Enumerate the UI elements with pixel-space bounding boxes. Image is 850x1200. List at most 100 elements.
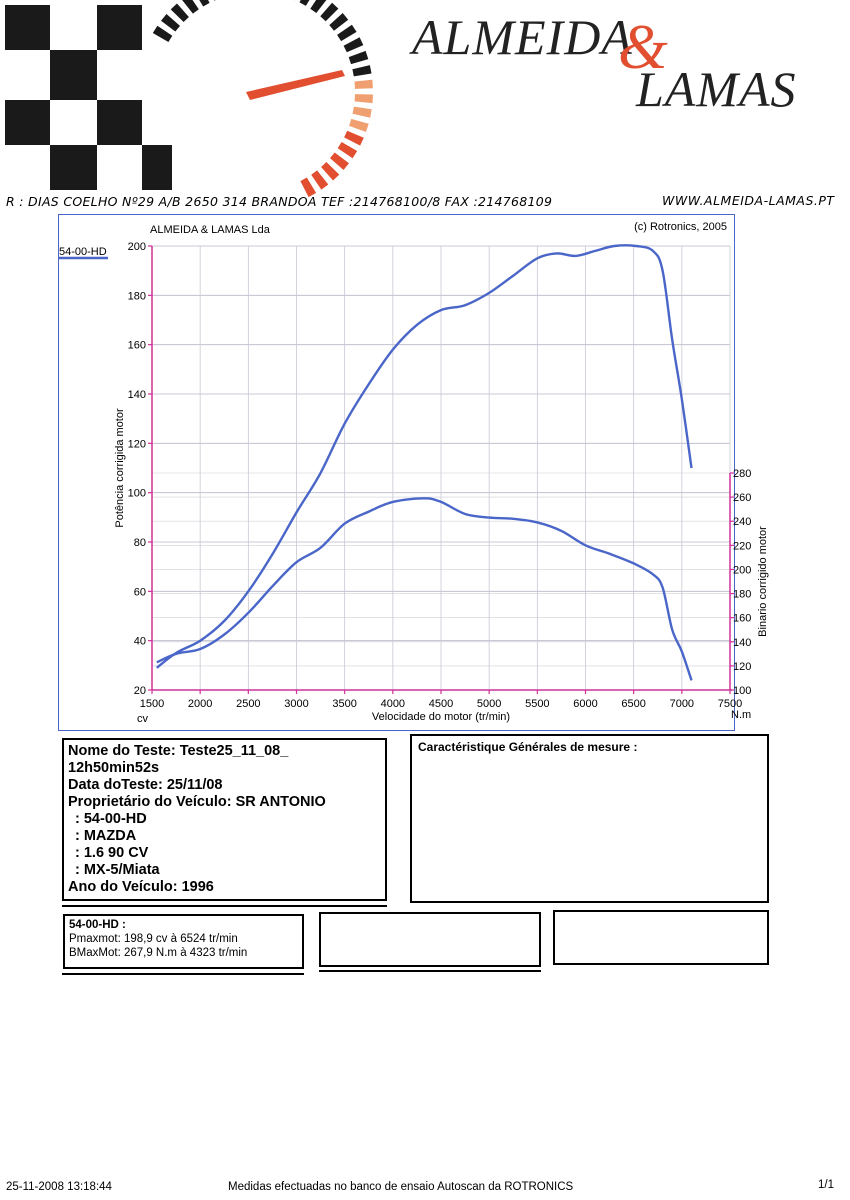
x-tick-label: 3000: [284, 698, 308, 710]
vehicle-make: : MAZDA: [75, 828, 137, 844]
print-timestamp: 25-11-2008 13:18:44: [6, 1181, 112, 1193]
x-axis-label: Velocidade do motor (tr/min): [372, 711, 510, 723]
tach-segment: [352, 65, 372, 77]
y-left-tick-label: 200: [128, 241, 146, 253]
divider: [62, 973, 304, 975]
y-left-tick-label: 120: [128, 438, 146, 450]
tach-segment: [330, 152, 349, 170]
x-tick-label: 2500: [236, 698, 260, 710]
page-number: 1/1: [818, 1179, 834, 1191]
x-tick-label: 5000: [477, 698, 501, 710]
tach-segment: [352, 106, 372, 118]
vehicle-plate: : 54-00-HD: [75, 811, 147, 827]
y-left-tick-label: 40: [134, 636, 146, 648]
characteristics-title: Caractéristique Générales de mesure :: [418, 740, 638, 754]
vehicle-model: : MX-5/Miata: [75, 862, 160, 878]
y-right-tick-label: 260: [733, 492, 751, 504]
tach-segment: [321, 162, 340, 181]
y-left-tick-label: 180: [128, 290, 146, 302]
tach-segment: [337, 24, 357, 42]
test-name: Nome do Teste: Teste25_11_08_: [68, 743, 289, 759]
tach-segment: [329, 13, 349, 31]
y-right-tick-label: 160: [733, 613, 751, 625]
x-tick-label: 5500: [525, 698, 549, 710]
torque-curve: [156, 497, 693, 681]
y-right-tick-label: 100: [733, 685, 751, 697]
footer-note: Medidas efectuadas no banco de ensaio Au…: [228, 1181, 574, 1193]
tach-segment: [343, 37, 364, 53]
company-website: WWW.ALMEIDA-LAMAS.PT: [662, 193, 835, 208]
x-tick-label: 7000: [670, 698, 694, 710]
vehicle-year: Ano do Veículo: 1996: [68, 879, 214, 895]
y-right-tick-label: 140: [733, 637, 751, 649]
y-right-tick-label: 220: [733, 540, 751, 552]
y-left-tick-label: 20: [134, 685, 146, 697]
max-torque: BMaxMot: 267,9 N.m à 4323 tr/min: [69, 947, 248, 959]
y-left-tick-label: 80: [134, 537, 146, 549]
y-left-axis-label: Potência corrigida motor: [114, 408, 126, 528]
tach-segment: [152, 25, 173, 42]
test-date: Data doTeste: 25/11/08: [68, 777, 223, 793]
x-tick-label: 3500: [332, 698, 356, 710]
dyno-chart: 20 40 60 80 100 120 140 160 180 200 100 120 140 160 18…: [59, 221, 769, 725]
tach-segment: [320, 2, 339, 22]
brand-name-line2: LAMAS: [636, 61, 797, 117]
y-left-unit: cv: [137, 713, 149, 725]
tach-segment: [310, 0, 327, 13]
empty-box: [319, 912, 541, 967]
y-right-tick-label: 200: [733, 564, 751, 576]
y-right-axis-label: Binario corrigido motor: [757, 526, 769, 637]
chart-header-right: (c) Rotronics, 2005: [634, 221, 727, 233]
needle-icon: [246, 70, 345, 100]
logo-graphic: [5, 0, 373, 198]
tach-segment: [349, 118, 369, 132]
tach-segment: [344, 130, 364, 146]
vehicle-owner: Proprietário do Veículo: SR ANTONIO: [68, 794, 326, 810]
tach-segment: [311, 170, 329, 190]
tach-segment: [214, 0, 216, 1]
y-left-tick-label: 140: [128, 389, 146, 401]
y-left-tick-label: 60: [134, 586, 146, 598]
maxima-title: 54-00-HD :: [69, 919, 126, 931]
maxima-box: 54-00-HD : Pmaxmot: 198,9 cv à 6524 tr/m…: [63, 914, 304, 969]
y-right-tick-label: 280: [733, 468, 751, 480]
tach-segment: [170, 3, 189, 22]
company-address: R : DIAS COELHO Nº29 A/B 2650 314 BRANDO…: [6, 194, 553, 209]
x-tick-label: 2000: [188, 698, 212, 710]
y-left-tick-label: 100: [128, 488, 146, 500]
brand-name-line1: ALMEIDA: [412, 9, 633, 65]
y-right-tick-label: 120: [733, 661, 751, 673]
empty-box: [553, 910, 769, 965]
y-right-tick-label: 240: [733, 516, 751, 528]
tach-segment: [354, 94, 373, 104]
characteristics-box: Caractéristique Générales de mesure :: [410, 734, 769, 903]
tach-segment: [199, 0, 210, 7]
tach-segment: [354, 79, 373, 89]
y-right-tick-label: 180: [733, 589, 751, 601]
x-tick-label: 7500: [718, 698, 742, 710]
max-power: Pmaxmot: 198,9 cv à 6524 tr/min: [69, 933, 238, 945]
tach-segment: [348, 50, 369, 65]
brand-ampersand: &: [618, 11, 668, 82]
chart-frame: [58, 214, 735, 731]
divider: [62, 905, 387, 907]
chart-header-left: ALMEIDA & LAMAS Lda: [150, 224, 271, 236]
test-name-cont: 12h50min52s: [68, 760, 160, 776]
test-info-box: Nome do Teste: Teste25_11_08_ 12h50min52…: [62, 738, 387, 901]
tach-segment: [182, 0, 199, 14]
vehicle-engine: : 1.6 90 CV: [75, 845, 149, 861]
y-left-tick-label: 160: [128, 340, 146, 352]
power-curve: [156, 244, 693, 669]
tach-segment: [300, 177, 317, 198]
legend-label: 54-00-HD: [59, 246, 107, 258]
x-tick-label: 6500: [621, 698, 645, 710]
y-right-unit: N.m: [731, 709, 751, 721]
x-tick-label: 1500: [140, 698, 164, 710]
tach-segment: [337, 142, 358, 159]
tach-segment: [299, 0, 310, 6]
tach-segment: [161, 14, 180, 32]
checkered-flag-icon: [5, 5, 172, 190]
tachometer-icon: [152, 0, 373, 198]
x-tick-label: 6000: [573, 698, 597, 710]
x-tick-label: 4500: [429, 698, 453, 710]
